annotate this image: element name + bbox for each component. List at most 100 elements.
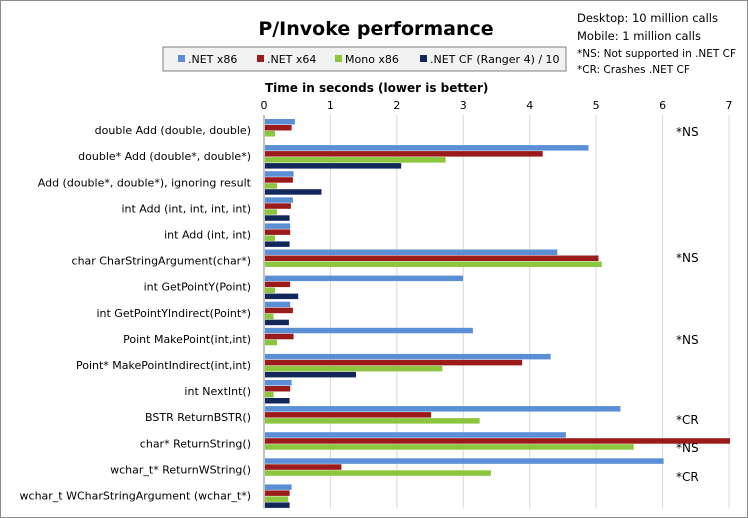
bar bbox=[265, 327, 473, 334]
bar bbox=[265, 209, 277, 215]
legend bbox=[162, 46, 567, 72]
bar bbox=[265, 307, 293, 314]
bar bbox=[265, 444, 634, 450]
bar bbox=[265, 131, 275, 137]
bar bbox=[265, 235, 275, 241]
bar bbox=[265, 412, 432, 418]
bar bbox=[265, 183, 277, 189]
bar bbox=[265, 464, 342, 470]
bar bbox=[265, 359, 523, 366]
bar bbox=[265, 333, 294, 340]
bar bbox=[265, 249, 558, 255]
bars bbox=[265, 119, 730, 508]
bar bbox=[265, 502, 290, 508]
note-desktop: Desktop: 10 million calls bbox=[577, 11, 718, 25]
bar bbox=[265, 458, 664, 464]
x-tick-label: 7 bbox=[726, 99, 733, 112]
bar bbox=[265, 319, 289, 326]
bar bbox=[265, 177, 293, 183]
bar bbox=[265, 281, 291, 288]
bar bbox=[265, 125, 292, 131]
bar bbox=[265, 490, 290, 496]
bar bbox=[265, 223, 291, 229]
annotation-double-add: *NS bbox=[676, 125, 699, 139]
bar bbox=[265, 287, 275, 294]
x-tick-label: 2 bbox=[393, 99, 400, 112]
bar bbox=[265, 386, 291, 392]
category-labels: double Add (double, double) double* Add (… bbox=[20, 124, 252, 502]
bar bbox=[265, 163, 402, 169]
legend-label: .NET CF (Ranger 4) / 10 bbox=[430, 53, 560, 66]
bar bbox=[265, 255, 599, 261]
bar bbox=[265, 145, 589, 151]
bar bbox=[265, 406, 621, 412]
bar bbox=[265, 365, 443, 372]
category-label: wchar_t* ReturnWString() bbox=[110, 463, 251, 476]
bar bbox=[265, 261, 602, 267]
bar bbox=[265, 197, 293, 203]
x-tick-label: 5 bbox=[593, 99, 600, 112]
category-label: double* Add (double*, double*) bbox=[78, 150, 251, 163]
bar bbox=[265, 203, 291, 209]
legend-label: Mono x86 bbox=[345, 53, 399, 66]
bar bbox=[265, 241, 290, 247]
category-label: Point MakePoint(int,int) bbox=[123, 333, 251, 346]
bar bbox=[265, 438, 730, 444]
bar bbox=[265, 353, 551, 360]
category-label: int GetPointYIndirect(Point*) bbox=[96, 307, 251, 320]
legend-swatch bbox=[335, 55, 342, 62]
chart-title: P/Invoke performance bbox=[258, 18, 493, 40]
bar bbox=[265, 392, 274, 398]
legend-swatch bbox=[178, 55, 185, 62]
x-tick-label: 1 bbox=[327, 99, 334, 112]
bar bbox=[265, 339, 277, 346]
bar bbox=[265, 189, 322, 195]
category-label: int Add (int, int, int, int) bbox=[121, 202, 251, 215]
bar bbox=[265, 418, 480, 424]
annotation-return-string: *NS bbox=[676, 441, 699, 455]
annotation-return-bstr: *CR bbox=[676, 413, 699, 427]
category-label: wchar_t WCharStringArgument (wchar_t*) bbox=[20, 490, 251, 503]
bar bbox=[265, 157, 446, 163]
x-tick-label: 3 bbox=[460, 99, 467, 112]
bar bbox=[265, 398, 290, 404]
bar bbox=[265, 171, 294, 177]
bar bbox=[265, 371, 356, 378]
bar bbox=[265, 119, 295, 125]
bar bbox=[265, 301, 291, 308]
category-label: int GetPointY(Point) bbox=[144, 281, 251, 294]
category-label: BSTR ReturnBSTR() bbox=[145, 411, 251, 424]
category-label: int Add (int, int) bbox=[164, 229, 251, 242]
bar bbox=[265, 380, 292, 386]
annotation-char-string-argument: *NS bbox=[676, 251, 699, 265]
legend-items: .NET x86 .NET x64 Mono x86 .NET CF (Ranger … bbox=[178, 53, 560, 66]
note-not-supported: *NS: Not supported in .NET CF bbox=[577, 48, 736, 60]
category-label: Point* MakePointIndirect(int,int) bbox=[76, 359, 251, 372]
bar bbox=[265, 151, 543, 157]
bar bbox=[265, 484, 292, 490]
x-tick-label: 6 bbox=[659, 99, 666, 112]
category-label: Add (double*, double*), ignoring result bbox=[38, 176, 252, 189]
x-tick-label: 4 bbox=[526, 99, 533, 112]
category-label: double Add (double, double) bbox=[95, 124, 251, 137]
category-label: char CharStringArgument(char*) bbox=[72, 255, 251, 268]
bar bbox=[265, 313, 274, 320]
x-tick-label: 0 bbox=[261, 99, 268, 112]
bar bbox=[265, 215, 290, 221]
bar bbox=[265, 229, 291, 235]
legend-swatch bbox=[257, 55, 264, 62]
x-axis-title: Time in seconds (lower is better) bbox=[265, 81, 488, 95]
bar bbox=[265, 293, 299, 300]
category-label: char* ReturnString() bbox=[140, 437, 251, 450]
annotation-return-wstring: *CR bbox=[676, 470, 699, 484]
note-crashes: *CR: Crashes .NET CF bbox=[577, 64, 690, 76]
annotation-make-point: *NS bbox=[676, 333, 699, 347]
legend-label: .NET x64 bbox=[267, 53, 316, 66]
category-label: int NextInt() bbox=[184, 385, 251, 398]
bar bbox=[265, 432, 566, 438]
legend-label: .NET x86 bbox=[188, 53, 237, 66]
bar bbox=[265, 470, 491, 476]
note-mobile: Mobile: 1 million calls bbox=[577, 29, 701, 43]
x-ticks: 0 1 2 3 4 5 6 7 bbox=[261, 99, 733, 112]
